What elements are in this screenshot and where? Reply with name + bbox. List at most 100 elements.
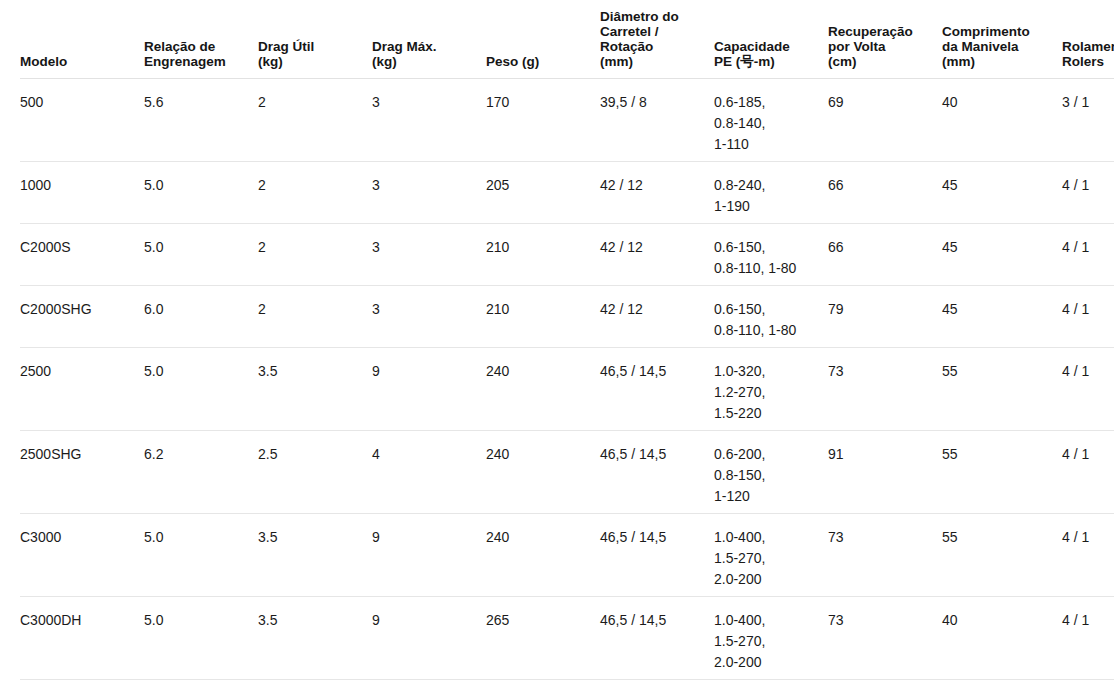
cell-modelo: 500 [20, 78, 144, 161]
cell-rolamentos: 4 / 1 [1062, 347, 1114, 430]
cell-recuperacao: 73 [828, 347, 942, 430]
cell-comprimento: 45 [942, 161, 1062, 223]
cell-relacao: 5.0 [144, 223, 258, 285]
cell-drag-util: 3.5 [258, 596, 372, 679]
cell-rolamentos: 4 / 1 [1062, 596, 1114, 679]
cell-peso: 210 [486, 223, 600, 285]
cell-modelo: C2000S [20, 223, 144, 285]
cell-modelo: 2500SHG [20, 430, 144, 513]
cell-diametro: 46,5 / 14,5 [600, 596, 714, 679]
cell-drag-util: 3.5 [258, 513, 372, 596]
cell-recuperacao: 66 [828, 161, 942, 223]
cell-capacidade: 1.0-400, 1.5-270, 2.0-200 [714, 513, 828, 596]
col-header-diametro: Diâmetro do Carretel / Rotação (mm) [600, 0, 714, 78]
cell-capacidade: 0.6-150, 0.8-110, 1-80 [714, 223, 828, 285]
cell-recuperacao: 69 [828, 78, 942, 161]
cell-drag-util: 2 [258, 223, 372, 285]
col-header-modelo: Modelo [20, 0, 144, 78]
table-row-c2000s: C2000S 5.0 2 3 210 42 / 12 0.6-150, 0.8-… [20, 223, 1114, 285]
cell-drag-max: 3 [372, 78, 486, 161]
cell-capacidade: 0.6-200, 0.8-150, 1-120 [714, 430, 828, 513]
cell-drag-max: 9 [372, 347, 486, 430]
cell-diametro: 42 / 12 [600, 161, 714, 223]
cell-diametro: 46,5 / 14,5 [600, 430, 714, 513]
cell-peso: 210 [486, 285, 600, 347]
cell-rolamentos: 4 / 1 [1062, 285, 1114, 347]
cell-comprimento: 40 [942, 78, 1062, 161]
cell-peso: 240 [486, 430, 600, 513]
cell-peso: 265 [486, 596, 600, 679]
cell-rolamentos: 4 / 1 [1062, 161, 1114, 223]
cell-drag-util: 2 [258, 285, 372, 347]
cell-drag-max: 9 [372, 596, 486, 679]
table-row-c3000dh: C3000DH 5.0 3.5 9 265 46,5 / 14,5 1.0-40… [20, 596, 1114, 679]
col-header-drag-max: Drag Máx. (kg) [372, 0, 486, 78]
cell-diametro: 39,5 / 8 [600, 78, 714, 161]
cell-comprimento: 55 [942, 513, 1062, 596]
cell-drag-util: 2.5 [258, 430, 372, 513]
cell-rolamentos: 4 / 1 [1062, 223, 1114, 285]
cell-relacao: 6.0 [144, 285, 258, 347]
col-header-rolamentos: Rolamentos Rolers [1062, 0, 1114, 78]
cell-relacao: 5.0 [144, 161, 258, 223]
cell-drag-max: 4 [372, 430, 486, 513]
cell-relacao: 5.0 [144, 513, 258, 596]
cell-diametro: 46,5 / 14,5 [600, 513, 714, 596]
cell-rolamentos: 4 / 1 [1062, 513, 1114, 596]
cell-modelo: C3000 [20, 513, 144, 596]
cell-peso: 240 [486, 347, 600, 430]
cell-recuperacao: 79 [828, 285, 942, 347]
cell-peso: 170 [486, 78, 600, 161]
cell-diametro: 42 / 12 [600, 223, 714, 285]
cell-rolamentos: 4 / 1 [1062, 430, 1114, 513]
cell-diametro: 42 / 12 [600, 285, 714, 347]
cell-capacidade: 0.6-150, 0.8-110, 1-80 [714, 285, 828, 347]
reel-spec-page: Modelo Relação de Engrenagem Drag Útil (… [0, 0, 1114, 683]
cell-capacidade: 0.6-185, 0.8-140, 1-110 [714, 78, 828, 161]
col-header-recuperacao: Recuperação por Volta (cm) [828, 0, 942, 78]
col-header-capacidade: Capacidade PE (号-m) [714, 0, 828, 78]
cell-rolamentos: 3 / 1 [1062, 78, 1114, 161]
col-header-peso: Peso (g) [486, 0, 600, 78]
cell-drag-util: 2 [258, 161, 372, 223]
cell-recuperacao: 91 [828, 430, 942, 513]
cell-peso: 240 [486, 513, 600, 596]
col-header-comprimento: Comprimento da Manivela (mm) [942, 0, 1062, 78]
cell-recuperacao: 66 [828, 223, 942, 285]
cell-relacao: 5.6 [144, 78, 258, 161]
cell-modelo: C2000SHG [20, 285, 144, 347]
cell-relacao: 6.2 [144, 430, 258, 513]
table-row-1000: 1000 5.0 2 3 205 42 / 12 0.8-240, 1-190 … [20, 161, 1114, 223]
cell-comprimento: 45 [942, 285, 1062, 347]
cell-recuperacao: 73 [828, 596, 942, 679]
table-row-c2000shg: C2000SHG 6.0 2 3 210 42 / 12 0.6-150, 0.… [20, 285, 1114, 347]
cell-recuperacao: 73 [828, 513, 942, 596]
cell-comprimento: 40 [942, 596, 1062, 679]
table-row-2500: 2500 5.0 3.5 9 240 46,5 / 14,5 1.0-320, … [20, 347, 1114, 430]
reel-spec-table: Modelo Relação de Engrenagem Drag Útil (… [20, 0, 1114, 680]
cell-drag-max: 3 [372, 161, 486, 223]
cell-capacidade: 1.0-400, 1.5-270, 2.0-200 [714, 596, 828, 679]
cell-relacao: 5.0 [144, 596, 258, 679]
cell-drag-max: 3 [372, 223, 486, 285]
cell-capacidade: 0.8-240, 1-190 [714, 161, 828, 223]
cell-drag-max: 3 [372, 285, 486, 347]
cell-peso: 205 [486, 161, 600, 223]
cell-drag-util: 3.5 [258, 347, 372, 430]
cell-diametro: 46,5 / 14,5 [600, 347, 714, 430]
cell-drag-max: 9 [372, 513, 486, 596]
cell-comprimento: 55 [942, 430, 1062, 513]
cell-comprimento: 55 [942, 347, 1062, 430]
cell-relacao: 5.0 [144, 347, 258, 430]
table-row-500: 500 5.6 2 3 170 39,5 / 8 0.6-185, 0.8-14… [20, 78, 1114, 161]
cell-drag-util: 2 [258, 78, 372, 161]
table-row-c3000: C3000 5.0 3.5 9 240 46,5 / 14,5 1.0-400,… [20, 513, 1114, 596]
cell-modelo: C3000DH [20, 596, 144, 679]
table-row-2500shg: 2500SHG 6.2 2.5 4 240 46,5 / 14,5 0.6-20… [20, 430, 1114, 513]
header-row: Modelo Relação de Engrenagem Drag Útil (… [20, 0, 1114, 78]
col-header-relacao: Relação de Engrenagem [144, 0, 258, 78]
cell-modelo: 2500 [20, 347, 144, 430]
col-header-drag-util: Drag Útil (kg) [258, 0, 372, 78]
cell-modelo: 1000 [20, 161, 144, 223]
cell-comprimento: 45 [942, 223, 1062, 285]
